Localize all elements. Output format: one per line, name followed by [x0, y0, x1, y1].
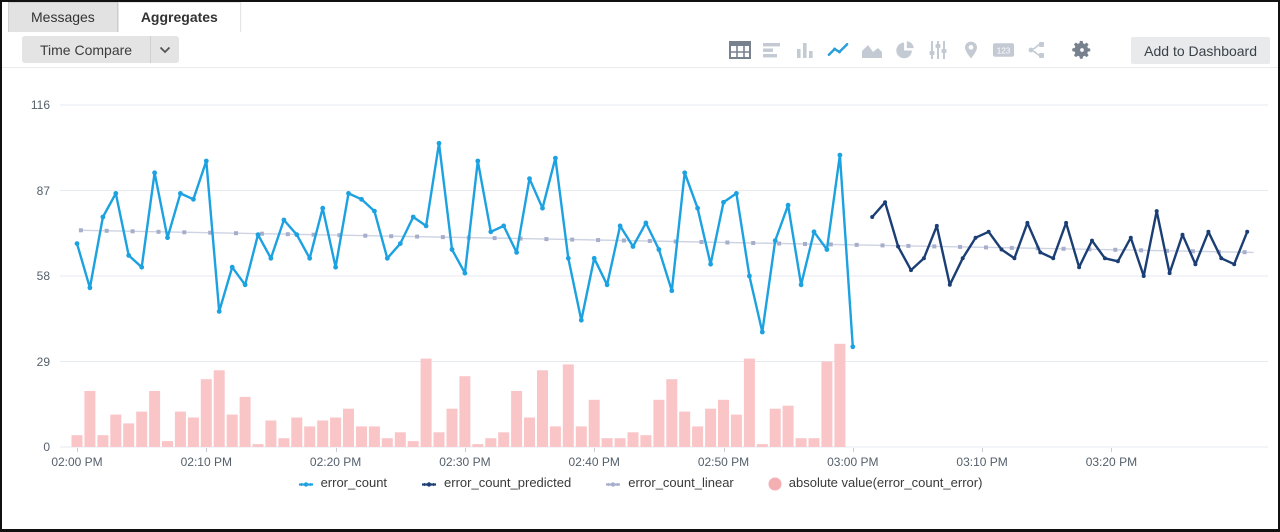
table-icon[interactable] — [728, 39, 751, 62]
x-axis-tick — [594, 448, 596, 452]
tab-aggregates[interactable]: Aggregates — [117, 2, 241, 33]
legend-circle-marker — [768, 477, 782, 494]
legend-item-error-count-linear[interactable]: error_count_linear — [605, 474, 734, 492]
line-chart-icon[interactable] — [827, 39, 850, 62]
chart-plot-area — [60, 104, 1268, 448]
chart-legend: error_count error_count_predicted error_co… — [2, 474, 1278, 494]
aggregates-toolbar: Time Compare 123 Add to Dashboard — [2, 32, 1278, 68]
tab-bar: Messages Aggregates — [2, 2, 1278, 33]
settings-gear-icon[interactable] — [1070, 39, 1093, 62]
x-axis-tick-label: 02:10 PM — [180, 455, 232, 469]
x-axis-tick — [1111, 448, 1113, 452]
time-compare-button[interactable]: Time Compare — [22, 36, 180, 63]
flow-icon[interactable] — [1025, 39, 1048, 62]
aggregate-chart: 0 29 58 87 116 02:00 PM 02:10 PM 02:20 PM 02:30… — [2, 68, 1278, 528]
map-pin-icon[interactable] — [959, 39, 982, 62]
legend-item-absolute-value-error-count-error-[interactable]: absolute value(error_count_error) — [768, 474, 983, 494]
legend-line-marker — [298, 477, 314, 492]
column-chart-icon[interactable] — [794, 39, 817, 62]
x-axis-tick — [335, 448, 337, 452]
legend-label: error_count_predicted — [444, 475, 572, 490]
button-divider — [150, 36, 152, 63]
legend-label: error_count — [320, 475, 388, 490]
area-chart-icon[interactable] — [860, 39, 883, 62]
chevron-down-icon[interactable] — [151, 46, 179, 54]
y-axis-tick-label: 0 — [43, 440, 50, 454]
x-axis-tick — [982, 448, 984, 452]
x-axis-tick-label: 02:30 PM — [439, 455, 491, 469]
x-axis-tick — [206, 448, 208, 452]
x-axis-tick — [852, 448, 854, 452]
svg-text:123: 123 — [997, 46, 1011, 55]
legend-item-error-count[interactable]: error_count — [298, 474, 387, 492]
legend-line-marker — [605, 477, 621, 492]
x-axis-tick-label: 03:10 PM — [956, 455, 1008, 469]
x-axis-tick — [723, 448, 725, 452]
x-axis-tick — [77, 448, 78, 452]
x-axis-tick-label: 03:20 PM — [1085, 455, 1138, 469]
y-axis-tick-label: 116 — [30, 98, 50, 112]
x-axis-tick-label: 03:00 PM — [827, 455, 879, 469]
sliders-icon[interactable] — [926, 39, 949, 62]
add-to-dashboard-button[interactable]: Add to Dashboard — [1131, 37, 1270, 64]
y-axis-tick-label: 87 — [36, 183, 50, 198]
x-axis-tick-label: 02:00 PM — [51, 455, 103, 469]
x-axis-tick-label: 02:20 PM — [309, 455, 362, 469]
x-axis-tick-label: 02:40 PM — [568, 455, 620, 469]
legend-item-error-count-predicted[interactable]: error_count_predicted — [421, 474, 571, 492]
time-compare-label: Time Compare — [40, 41, 133, 58]
single-value-icon[interactable]: 123 — [992, 39, 1015, 62]
legend-line-marker — [421, 477, 437, 492]
bar-chart-horizontal-icon[interactable] — [761, 39, 784, 62]
tab-messages[interactable]: Messages — [8, 2, 118, 32]
y-axis-tick-label: 58 — [36, 269, 50, 283]
pie-chart-icon[interactable] — [893, 39, 916, 62]
legend-label: error_count_linear — [628, 475, 734, 490]
x-axis-tick-label: 02:50 PM — [697, 455, 750, 469]
y-axis-tick-label: 29 — [36, 354, 50, 369]
legend-label: absolute value(error_count_error) — [788, 475, 983, 490]
chart-type-icon-row: 123 — [728, 32, 1093, 68]
x-axis-tick — [464, 448, 466, 452]
